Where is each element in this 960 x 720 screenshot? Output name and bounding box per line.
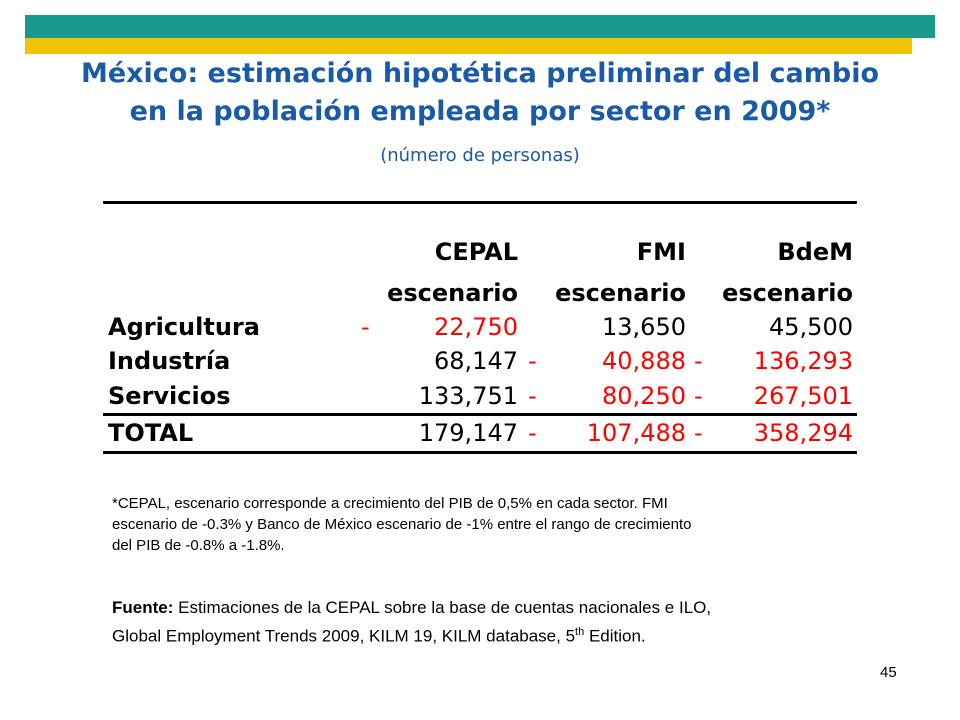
row-label: Industría: [108, 347, 231, 375]
footnote-line-2: escenario de -0.3% y Banco de México esc…: [112, 516, 692, 533]
row-label: TOTAL: [108, 419, 194, 447]
table-cell: 107,488: [586, 419, 686, 447]
row-label: Servicios: [108, 382, 231, 410]
sign-marker: -: [361, 313, 370, 341]
footnote-line-3: del PIB de -0.8% a -1.8%.: [112, 537, 285, 554]
source-line-2-end: Edition.: [584, 626, 646, 646]
table-cell: 133,751: [418, 382, 518, 410]
source-superscript: th: [575, 626, 585, 638]
title-line-2: en la población empleada por sector en 2…: [129, 96, 831, 127]
slide-title: México: estimación hipotética preliminar…: [40, 55, 920, 131]
column-header-1-line-1: CEPAL: [434, 238, 518, 266]
source-line-1-text: Estimaciones de la CEPAL sobre la base d…: [173, 598, 712, 617]
table-cell: 267,501: [753, 382, 853, 410]
slide-subtitle: (número de personas): [380, 145, 580, 166]
source-line-2: Global Employment Trends 2009, KILM 19, …: [112, 620, 912, 649]
source-line-2-text: Global Employment Trends 2009, KILM 19, …: [112, 626, 576, 646]
table-cell: 45,500: [769, 313, 853, 341]
table-cell: 358,294: [753, 419, 853, 447]
page-number: 45: [880, 664, 897, 681]
footnote: *CEPAL, escenario corresponde a crecimie…: [112, 493, 872, 556]
sign-marker: -: [694, 347, 703, 375]
title-line-1: México: estimación hipotética preliminar…: [80, 58, 880, 89]
column-header-2-line-2: escenario: [555, 279, 686, 307]
sign-marker: -: [694, 419, 703, 447]
source-note: Fuente: Estimaciones de la CEPAL sobre l…: [112, 596, 912, 649]
table-cell: 179,147: [418, 419, 518, 447]
table-cell: 13,650: [602, 313, 686, 341]
footnote-line-1: *CEPAL, escenario corresponde a crecimie…: [112, 495, 668, 512]
row-label: Agricultura: [108, 313, 260, 341]
table-top-rule: [103, 201, 857, 204]
source-line-1: Fuente: Estimaciones de la CEPAL sobre l…: [112, 596, 912, 620]
sign-marker: -: [694, 382, 703, 410]
column-header-1-line-2: escenario: [387, 279, 518, 307]
sign-marker: -: [528, 382, 537, 410]
table-cell: 68,147: [434, 347, 518, 375]
table-total-rule: [103, 413, 857, 416]
column-header-3-line-2: escenario: [722, 279, 853, 307]
column-header-3-line-1: BdeM: [777, 238, 853, 266]
top-teal-bar: [25, 15, 935, 38]
source-label: Fuente:: [112, 598, 174, 617]
table-bottom-rule: [103, 451, 857, 454]
column-header-2-line-1: FMI: [636, 238, 686, 266]
table-cell: 22,750: [434, 313, 518, 341]
table-cell: 80,250: [602, 382, 686, 410]
top-yellow-bar: [25, 38, 912, 54]
sign-marker: -: [528, 419, 537, 447]
sign-marker: -: [528, 347, 537, 375]
table-cell: 40,888: [602, 347, 686, 375]
table-cell: 136,293: [753, 347, 853, 375]
